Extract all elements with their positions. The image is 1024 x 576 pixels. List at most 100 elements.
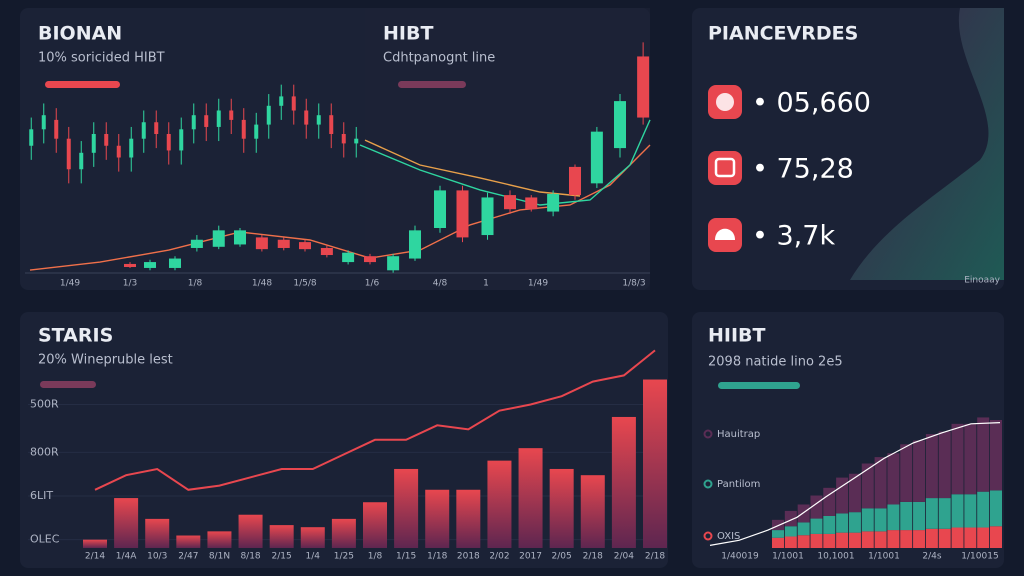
candle-body [504, 195, 516, 210]
x-tick-label: 2018 [457, 552, 480, 562]
stack-segment [797, 504, 810, 523]
x-tick-label: 4/8 [433, 279, 448, 289]
candle-body [79, 152, 84, 170]
bar [176, 535, 201, 548]
stack-segment [784, 510, 797, 527]
bar [145, 518, 170, 548]
candle-body [29, 129, 34, 146]
bar [425, 489, 450, 548]
stack-segment [913, 501, 926, 531]
x-tick-label: 1/3 [123, 279, 137, 289]
candle-body [354, 138, 359, 144]
candle-body [255, 237, 268, 250]
bar [363, 502, 387, 548]
trend-line [94, 349, 656, 491]
panel-title: BIONAN [38, 23, 122, 45]
bar [394, 468, 419, 548]
candle-body [291, 96, 296, 111]
stack-segment [887, 453, 900, 505]
x-tick-label: 2/05 [552, 552, 572, 562]
x-tick-label: 2/18 [583, 552, 603, 562]
bar [518, 448, 543, 548]
stack-segment [964, 423, 977, 495]
candle-body [279, 96, 284, 106]
bar [331, 518, 356, 548]
stack-segment [772, 530, 784, 538]
stack-segment [823, 533, 836, 548]
stack-segment [848, 512, 861, 533]
bar [643, 379, 667, 548]
candle-body [229, 110, 234, 120]
stack-segment [951, 423, 964, 495]
x-tick-label: 8/1N [209, 552, 230, 562]
accent-pill [40, 381, 96, 388]
x-tick-label: 2/02 [489, 552, 509, 562]
legend-dot [703, 531, 713, 541]
legend-dot [703, 429, 713, 439]
candle-body [204, 115, 209, 127]
x-tick-label: 1/1001 [868, 552, 900, 562]
stack-segment [823, 487, 836, 516]
stat-icon [708, 151, 742, 185]
stack-segment [874, 457, 887, 509]
x-tick-label: 1/5/8 [293, 279, 317, 289]
panel-title: HIIBT [708, 325, 766, 347]
stack-segment [990, 526, 1002, 548]
stack-segment [990, 490, 1002, 527]
stack-segment [810, 533, 823, 548]
candle-body [66, 138, 71, 170]
bar [487, 460, 512, 548]
x-tick-label: 2/14 [85, 552, 105, 562]
bar [580, 475, 605, 548]
candle-body [169, 258, 181, 268]
bar [300, 527, 325, 548]
stack-segment [925, 434, 938, 499]
x-tick-label: 2017 [519, 552, 542, 562]
candle-body [124, 263, 136, 268]
x-tick-label: 1/1001 [772, 552, 804, 562]
x-tick-label: 1/48 [252, 279, 272, 289]
candle-body [569, 166, 581, 196]
x-tick-label: 1/40019 [721, 552, 759, 562]
stack-segment [861, 531, 874, 548]
x-tick-label: 2/15 [272, 552, 292, 562]
candle-body [299, 242, 311, 250]
panel-title: PIANCEVRDES [708, 23, 858, 45]
candle-body [481, 197, 494, 236]
stack-segment [925, 498, 938, 529]
stack-segment [861, 508, 874, 532]
stat-icon-glyph [714, 157, 736, 178]
x-tick-label: 1/4A [116, 552, 137, 562]
candle-body [41, 115, 46, 130]
stack-segment [964, 527, 977, 548]
x-tick-label: 10,1001 [817, 552, 854, 562]
candle-body [129, 138, 134, 158]
stack-segment [887, 504, 900, 531]
candle-body [234, 230, 246, 245]
stack-segment [977, 527, 990, 548]
panel-subtitle: 10% soricided HIBT [38, 51, 165, 66]
candle-body [254, 124, 259, 139]
candle-body [304, 110, 309, 125]
panel-title: STARIS [38, 325, 113, 347]
stack-segment [772, 537, 784, 548]
bar [207, 531, 232, 548]
stack-segment [836, 477, 849, 514]
candle-body [434, 190, 446, 228]
stack-segment [784, 536, 797, 548]
candle-body [190, 239, 203, 248]
candle-body [191, 115, 196, 130]
legend-dot [703, 479, 713, 489]
candle-body [154, 122, 159, 134]
legend-label: OXIS [717, 531, 740, 542]
candle-body [329, 115, 334, 134]
x-tick-label: 1/49 [528, 279, 548, 289]
x-tick-label: 1/8/3 [622, 279, 645, 289]
stat-icon-glyph [715, 228, 735, 240]
stack-segment [823, 516, 836, 534]
stack-segment [836, 513, 849, 533]
candle-body [212, 230, 225, 247]
stack-segment [938, 528, 951, 548]
accent-pill [398, 81, 466, 88]
candle-body [144, 262, 156, 268]
